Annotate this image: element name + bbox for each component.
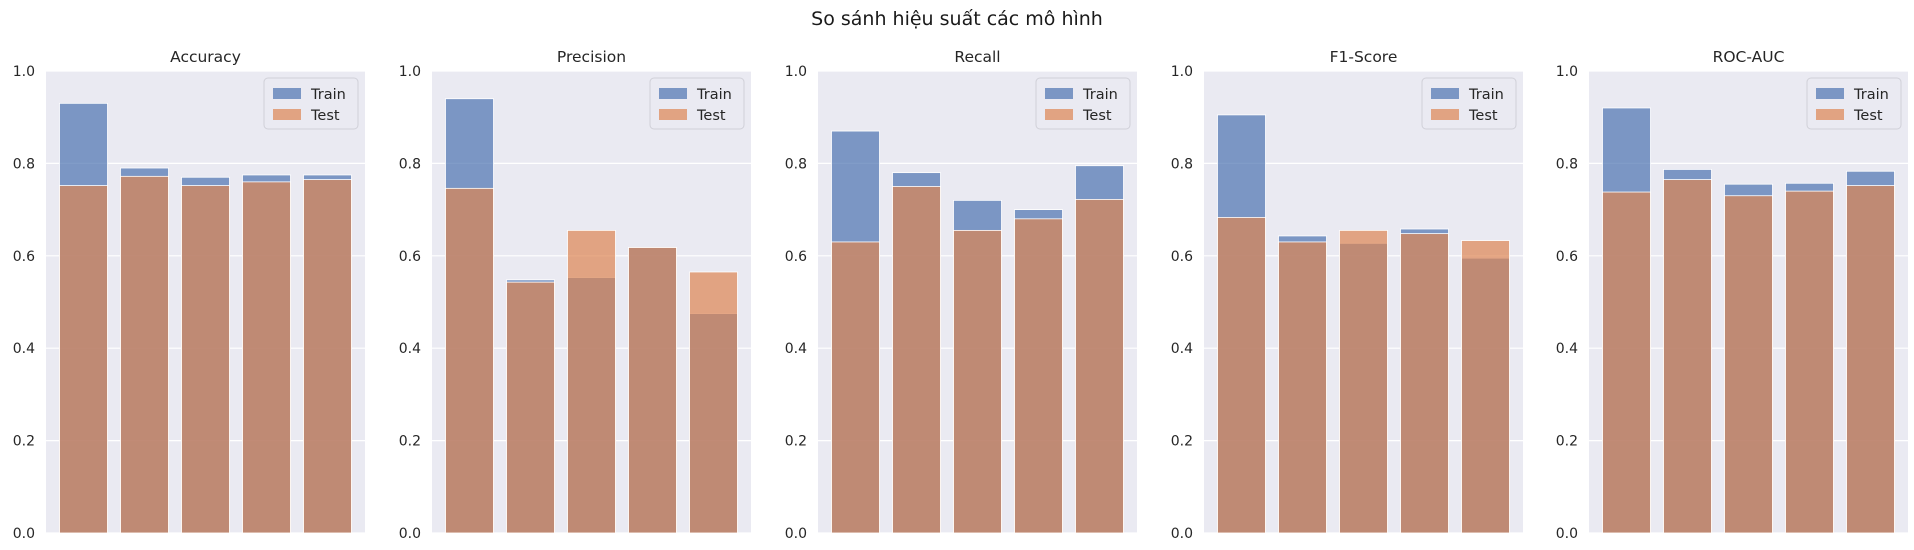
y-tick-label: 1.0 bbox=[1171, 64, 1193, 80]
y-tick-label: 0.8 bbox=[785, 156, 807, 172]
bar-test bbox=[303, 179, 352, 534]
bar-test bbox=[1278, 241, 1327, 534]
legend-label: Test bbox=[1468, 108, 1498, 124]
bar-test bbox=[506, 281, 555, 534]
bar-test bbox=[1663, 179, 1712, 534]
legend-swatch bbox=[1816, 109, 1844, 120]
legend-label: Train bbox=[1082, 87, 1118, 103]
legend: Train Test bbox=[649, 77, 745, 130]
legend-swatch bbox=[659, 88, 687, 99]
y-tick-label: 0.2 bbox=[1171, 434, 1193, 450]
y-tick-label: 1.0 bbox=[13, 64, 35, 80]
y-tick-label: 0.4 bbox=[1556, 341, 1578, 357]
bar-test bbox=[1014, 218, 1063, 534]
y-tick-label: 0.6 bbox=[1171, 249, 1193, 265]
y-tick-label: 0.6 bbox=[785, 249, 807, 265]
legend-label: Train bbox=[1853, 87, 1889, 103]
y-tick-label: 0.0 bbox=[1556, 526, 1578, 542]
panel-title: ROC-AUC bbox=[1713, 48, 1785, 66]
bar-test bbox=[1339, 229, 1388, 534]
bar-test bbox=[445, 187, 494, 534]
bar-test bbox=[59, 185, 108, 534]
legend-label: Test bbox=[696, 108, 726, 124]
bar-test bbox=[1785, 190, 1834, 534]
bar-test bbox=[628, 247, 677, 534]
bar-test bbox=[1400, 233, 1449, 534]
y-tick-label: 1.0 bbox=[785, 64, 807, 80]
chart-panel-5: 0.0 0.2 0.4 0.6 0.8 1.0 ROC-AUC Train Test bbox=[1556, 48, 1908, 542]
bar-test bbox=[953, 229, 1002, 534]
bar-test bbox=[831, 241, 880, 534]
y-tick-label: 0.8 bbox=[1556, 156, 1578, 172]
y-tick-label: 0.0 bbox=[399, 526, 421, 542]
legend-label: Test bbox=[1082, 108, 1112, 124]
bar-test bbox=[120, 175, 169, 534]
y-tick-label: 0.4 bbox=[1171, 341, 1193, 357]
y-tick-label: 0.0 bbox=[13, 526, 35, 542]
legend-swatch bbox=[1045, 88, 1073, 99]
bar-test bbox=[689, 271, 738, 534]
bar-test bbox=[567, 229, 616, 534]
figure-title: So sánh hiệu suất các mô hình bbox=[811, 8, 1103, 30]
legend-swatch bbox=[1816, 88, 1844, 99]
y-tick-label: 0.6 bbox=[13, 249, 35, 265]
bar-test bbox=[892, 186, 941, 534]
bar-test bbox=[1075, 199, 1124, 534]
bar-test bbox=[1724, 195, 1773, 534]
y-tick-label: 0.8 bbox=[399, 156, 421, 172]
y-tick-label: 0.2 bbox=[1556, 434, 1578, 450]
legend-label: Train bbox=[1468, 87, 1504, 103]
y-tick-label: 0.0 bbox=[1171, 526, 1193, 542]
y-tick-label: 0.2 bbox=[785, 434, 807, 450]
legend-label: Test bbox=[1853, 108, 1883, 124]
chart-panel-1: 0.0 0.2 0.4 0.6 0.8 1.0 Accuracy Train Test bbox=[13, 48, 365, 542]
chart-panel-4: 0.0 0.2 0.4 0.6 0.8 1.0 F1-Score Train Test bbox=[1171, 48, 1523, 542]
legend: Train Test bbox=[263, 77, 359, 130]
y-tick-label: 0.8 bbox=[13, 156, 35, 172]
legend-label: Train bbox=[310, 87, 346, 103]
legend-swatch bbox=[659, 109, 687, 120]
y-tick-label: 0.4 bbox=[399, 341, 421, 357]
bar-test bbox=[1461, 240, 1510, 534]
panel-title: Recall bbox=[954, 48, 1000, 66]
y-tick-label: 1.0 bbox=[399, 64, 421, 80]
legend-swatch bbox=[1431, 109, 1459, 120]
panel-title: Accuracy bbox=[170, 48, 241, 66]
y-tick-label: 0.0 bbox=[785, 526, 807, 542]
chart-panel-3: 0.0 0.2 0.4 0.6 0.8 1.0 Recall Train Test bbox=[785, 48, 1137, 542]
legend: Train Test bbox=[1421, 77, 1517, 130]
legend-swatch bbox=[273, 109, 301, 120]
legend-label: Test bbox=[310, 108, 340, 124]
bar-test bbox=[1846, 185, 1895, 534]
bar-test bbox=[181, 185, 230, 534]
legend-swatch bbox=[1045, 109, 1073, 120]
panel-title: F1-Score bbox=[1330, 48, 1398, 66]
legend: Train Test bbox=[1806, 77, 1902, 130]
y-tick-label: 0.2 bbox=[399, 434, 421, 450]
y-tick-label: 0.6 bbox=[1556, 249, 1578, 265]
bar-test bbox=[1217, 217, 1266, 534]
y-tick-label: 0.8 bbox=[1171, 156, 1193, 172]
y-tick-label: 0.6 bbox=[399, 249, 421, 265]
y-tick-label: 1.0 bbox=[1556, 64, 1578, 80]
legend-swatch bbox=[273, 88, 301, 99]
panel-title: Precision bbox=[557, 48, 626, 66]
bar-test bbox=[1602, 191, 1651, 534]
legend: Train Test bbox=[1035, 77, 1131, 130]
y-tick-label: 0.4 bbox=[785, 341, 807, 357]
chart-panel-2: 0.0 0.2 0.4 0.6 0.8 1.0 Precision Train Test bbox=[399, 48, 751, 542]
y-tick-label: 0.2 bbox=[13, 434, 35, 450]
bar-test bbox=[242, 181, 291, 534]
y-tick-label: 0.4 bbox=[13, 341, 35, 357]
legend-swatch bbox=[1431, 88, 1459, 99]
legend-label: Train bbox=[696, 87, 732, 103]
